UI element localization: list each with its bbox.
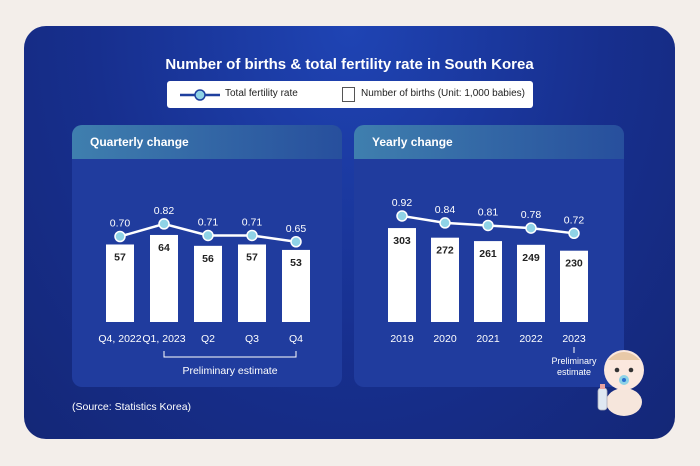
fertility-rate-label: 0.71 xyxy=(242,216,263,228)
preliminary-label-line: estimate xyxy=(557,367,591,377)
births-value-label: 261 xyxy=(479,248,497,260)
fertility-rate-point xyxy=(114,230,126,243)
fertility-rate-point xyxy=(396,210,408,222)
preliminary-label-line: Preliminary xyxy=(551,356,597,366)
category-tick-label: Q4 xyxy=(289,333,303,345)
births-value-label: 249 xyxy=(522,252,540,264)
baby-illustration-icon xyxy=(597,350,644,416)
category-tick-label: 2020 xyxy=(433,333,457,345)
fertility-rate-point xyxy=(158,218,170,230)
births-bar xyxy=(560,250,588,322)
yearly-panel-title: Yearly change xyxy=(354,125,624,159)
fertility-rate-label: 0.82 xyxy=(154,205,175,217)
fertility-rate-label: 0.70 xyxy=(110,218,131,230)
category-tick-label: Q4, 2022 xyxy=(98,333,141,345)
legend: Total fertility rate Number of births (U… xyxy=(167,81,533,108)
preliminary-label: Preliminary estimate xyxy=(182,365,277,377)
category-tick-label: Q2 xyxy=(201,333,215,345)
births-value-label: 64 xyxy=(158,242,170,254)
fertility-rate-point xyxy=(246,229,258,242)
births-value-label: 57 xyxy=(246,251,258,263)
category-tick-label: Q1, 2023 xyxy=(142,333,185,345)
legend-line-icon xyxy=(180,89,220,101)
births-value-label: 57 xyxy=(114,251,126,263)
births-bar xyxy=(474,241,502,322)
category-tick-label: 2021 xyxy=(476,333,500,345)
fertility-rate-label: 0.78 xyxy=(521,209,542,221)
quarterly-panel-title: Quarterly change xyxy=(72,125,342,159)
fertility-rate-label: 0.92 xyxy=(392,197,413,209)
source-note: (Source: Statistics Korea) xyxy=(72,401,192,413)
births-value-label: 56 xyxy=(202,253,214,265)
fertility-rate-point xyxy=(290,236,302,248)
births-value-label: 303 xyxy=(393,235,411,247)
fertility-rate-point xyxy=(482,219,494,232)
preliminary-label: Preliminary estimate xyxy=(551,356,597,377)
births-bar xyxy=(150,234,178,322)
fertility-rate-point xyxy=(525,222,537,234)
legend-bar-icon xyxy=(342,87,355,102)
births-value-label: 272 xyxy=(436,245,454,257)
preliminary-bracket xyxy=(163,351,297,358)
category-tick-label: 2023 xyxy=(562,333,586,345)
births-bar xyxy=(106,244,134,322)
legend-line-label: Total fertility rate xyxy=(225,88,298,99)
yearly-chart: 303 2019 272 2020 261 2021 249 2022 230 2023 0.92 0… xyxy=(388,197,597,377)
births-bar xyxy=(388,228,416,322)
births-value-label: 53 xyxy=(290,257,302,269)
fertility-rate-label: 0.72 xyxy=(564,214,585,226)
births-bar xyxy=(517,244,545,322)
chart-title: Number of births & total fertility rate … xyxy=(165,56,534,73)
category-tick-label: 2022 xyxy=(519,333,543,345)
births-value-label: 230 xyxy=(565,258,583,270)
legend-bar-label: Number of births (Unit: 1,000 babies) xyxy=(361,88,525,99)
fertility-rate-label: 0.71 xyxy=(198,216,219,228)
fertility-rate-label: 0.81 xyxy=(478,206,499,218)
fertility-rate-label: 0.84 xyxy=(435,204,456,216)
fertility-rate-point xyxy=(202,229,214,242)
fertility-rate-point xyxy=(439,217,451,229)
births-bar xyxy=(282,249,310,322)
category-tick-label: 2019 xyxy=(390,333,414,345)
births-bar xyxy=(238,244,266,322)
fertility-rate-point xyxy=(568,227,580,240)
quarterly-panel: Quarterly change 57 Q4, 2022 64 Q1, 2023 56 Q… xyxy=(72,125,342,387)
yearly-panel: Yearly change 303 2019 272 2020 261 2021 249 20… xyxy=(354,125,624,387)
births-bar xyxy=(194,245,222,322)
category-tick-label: Q3 xyxy=(245,333,259,345)
quarterly-chart: 57 Q4, 2022 64 Q1, 2023 56 Q2 57 Q3 53 Q4 0.70 0.82… xyxy=(98,205,310,377)
births-bar xyxy=(431,237,459,322)
chart-card: Number of births & total fertility rate … xyxy=(24,26,675,439)
fertility-rate-label: 0.65 xyxy=(286,223,307,235)
